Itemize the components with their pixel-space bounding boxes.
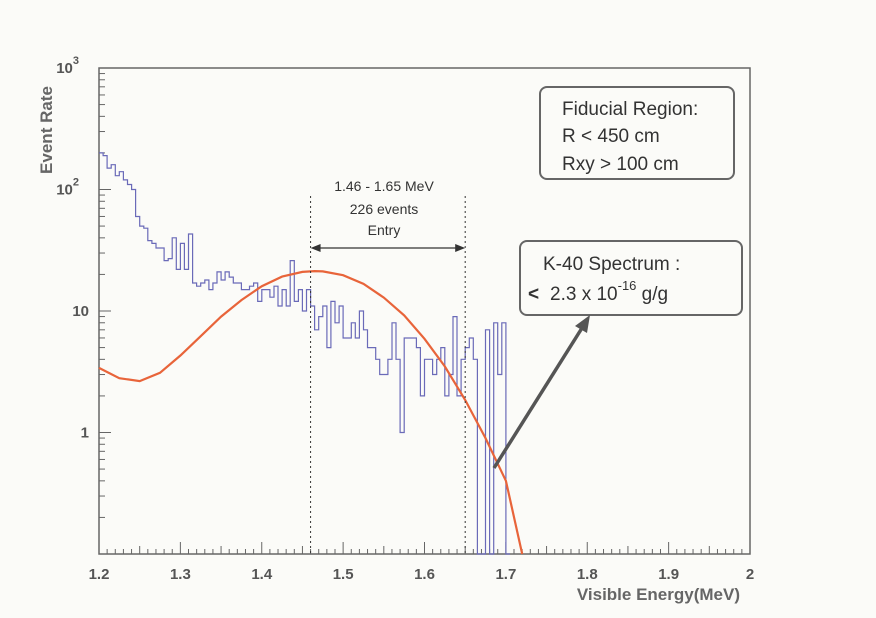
plot-series xyxy=(98,152,524,555)
window-events-text: 226 events xyxy=(350,201,419,217)
k40-fit-curve xyxy=(98,269,524,555)
y-tick-label: 10 xyxy=(72,303,89,320)
x-tick-label: 1.8 xyxy=(577,566,598,583)
x-axis: 1.2 1.3 1.4 1.5 1.6 1.7 1.8 1.9 2 xyxy=(89,542,754,583)
window-entry-text: Entry xyxy=(368,222,401,238)
y-axis-title: Event Rate xyxy=(37,86,56,174)
k40-pointer-arrow xyxy=(492,327,584,469)
fiducial-title: Fiducial Region: xyxy=(562,99,698,120)
x-tick-label: 1.7 xyxy=(495,566,516,583)
x-tick-label: 1.6 xyxy=(414,566,435,583)
fiducial-rxy: Rxy > 100 cm xyxy=(562,154,679,175)
fiducial-box xyxy=(539,86,735,180)
window-arrowhead-left xyxy=(310,244,321,252)
x-tick-label: 1.9 xyxy=(658,566,679,583)
y-tick-base: 10 xyxy=(56,182,73,199)
x-tick-label: 2 xyxy=(746,566,754,583)
window-arrowhead-right xyxy=(455,244,466,252)
x-tick-label: 1.2 xyxy=(89,566,110,583)
y-tick-base: 10 xyxy=(56,60,73,77)
x-tick-label: 1.4 xyxy=(251,566,273,583)
k40-pointer-arrowhead xyxy=(575,315,590,333)
k40-limit-unit: g/g xyxy=(636,284,668,305)
y-tick-label: 103 xyxy=(56,55,79,77)
k40-limit-exponent: -16 xyxy=(618,278,637,293)
k40-bullet: < xyxy=(528,284,539,305)
y-tick-exponent: 2 xyxy=(73,177,79,189)
y-tick-exponent: 3 xyxy=(73,55,79,67)
k40-box xyxy=(519,240,743,316)
x-tick-label: 1.5 xyxy=(333,566,354,583)
k40-title: K-40 Spectrum : xyxy=(543,254,680,275)
x-tick-label: 1.3 xyxy=(170,566,191,583)
x-axis-title: Visible Energy(MeV) xyxy=(577,585,740,604)
y-tick-label: 102 xyxy=(56,177,79,199)
histogram-series xyxy=(99,152,510,555)
k40-limit: 2.3 x 10-16 g/g xyxy=(550,278,668,305)
window-range-text: 1.46 - 1.65 MeV xyxy=(334,178,434,194)
y-tick-label: 1 xyxy=(81,425,89,442)
fiducial-r: R < 450 cm xyxy=(562,126,660,147)
k40-limit-value: 2.3 x 10 xyxy=(550,284,618,305)
